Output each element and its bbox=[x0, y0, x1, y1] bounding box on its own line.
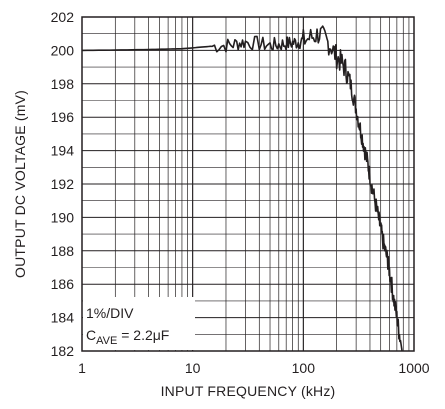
y-tick-label: 198 bbox=[51, 76, 75, 92]
y-tick-label: 184 bbox=[51, 310, 75, 326]
y-tick-label: 192 bbox=[51, 176, 75, 192]
annotation-capacitance: CAVE = 2.2μF bbox=[86, 327, 169, 347]
y-tick-label: 182 bbox=[51, 343, 75, 359]
annotation-scale: 1%/DIV bbox=[86, 305, 134, 321]
y-tick-labels: 182 184 186 188 190 192 194 196 198 200 202 bbox=[51, 9, 75, 359]
x-tick-label: 10 bbox=[185, 360, 201, 376]
x-tick-labels: 1 10 100 1000 bbox=[78, 360, 430, 376]
x-tick-label: 100 bbox=[292, 360, 316, 376]
series-line-output-voltage bbox=[81, 25, 403, 352]
x-tick-label: 1 bbox=[78, 360, 86, 376]
y-tick-label: 190 bbox=[51, 209, 75, 225]
annotation-box bbox=[83, 297, 195, 350]
y-tick-label: 188 bbox=[51, 243, 75, 259]
plot-frame bbox=[81, 16, 415, 352]
cave-suffix: = 2.2μF bbox=[117, 327, 169, 343]
x-tick-label: 1000 bbox=[398, 360, 429, 376]
grid-lines bbox=[82, 17, 414, 351]
y-tick-label: 186 bbox=[51, 276, 75, 292]
y-tick-label: 194 bbox=[51, 143, 75, 159]
y-tick-label: 202 bbox=[51, 9, 75, 25]
cave-prefix: C bbox=[86, 327, 96, 343]
y-tick-label: 200 bbox=[51, 42, 75, 58]
y-axis-title: OUTPUT DC VOLTAGE (mV) bbox=[12, 90, 28, 278]
y-tick-label: 196 bbox=[51, 109, 75, 125]
cave-subscript: AVE bbox=[96, 335, 117, 347]
x-axis-title: INPUT FREQUENCY (kHz) bbox=[161, 383, 336, 399]
